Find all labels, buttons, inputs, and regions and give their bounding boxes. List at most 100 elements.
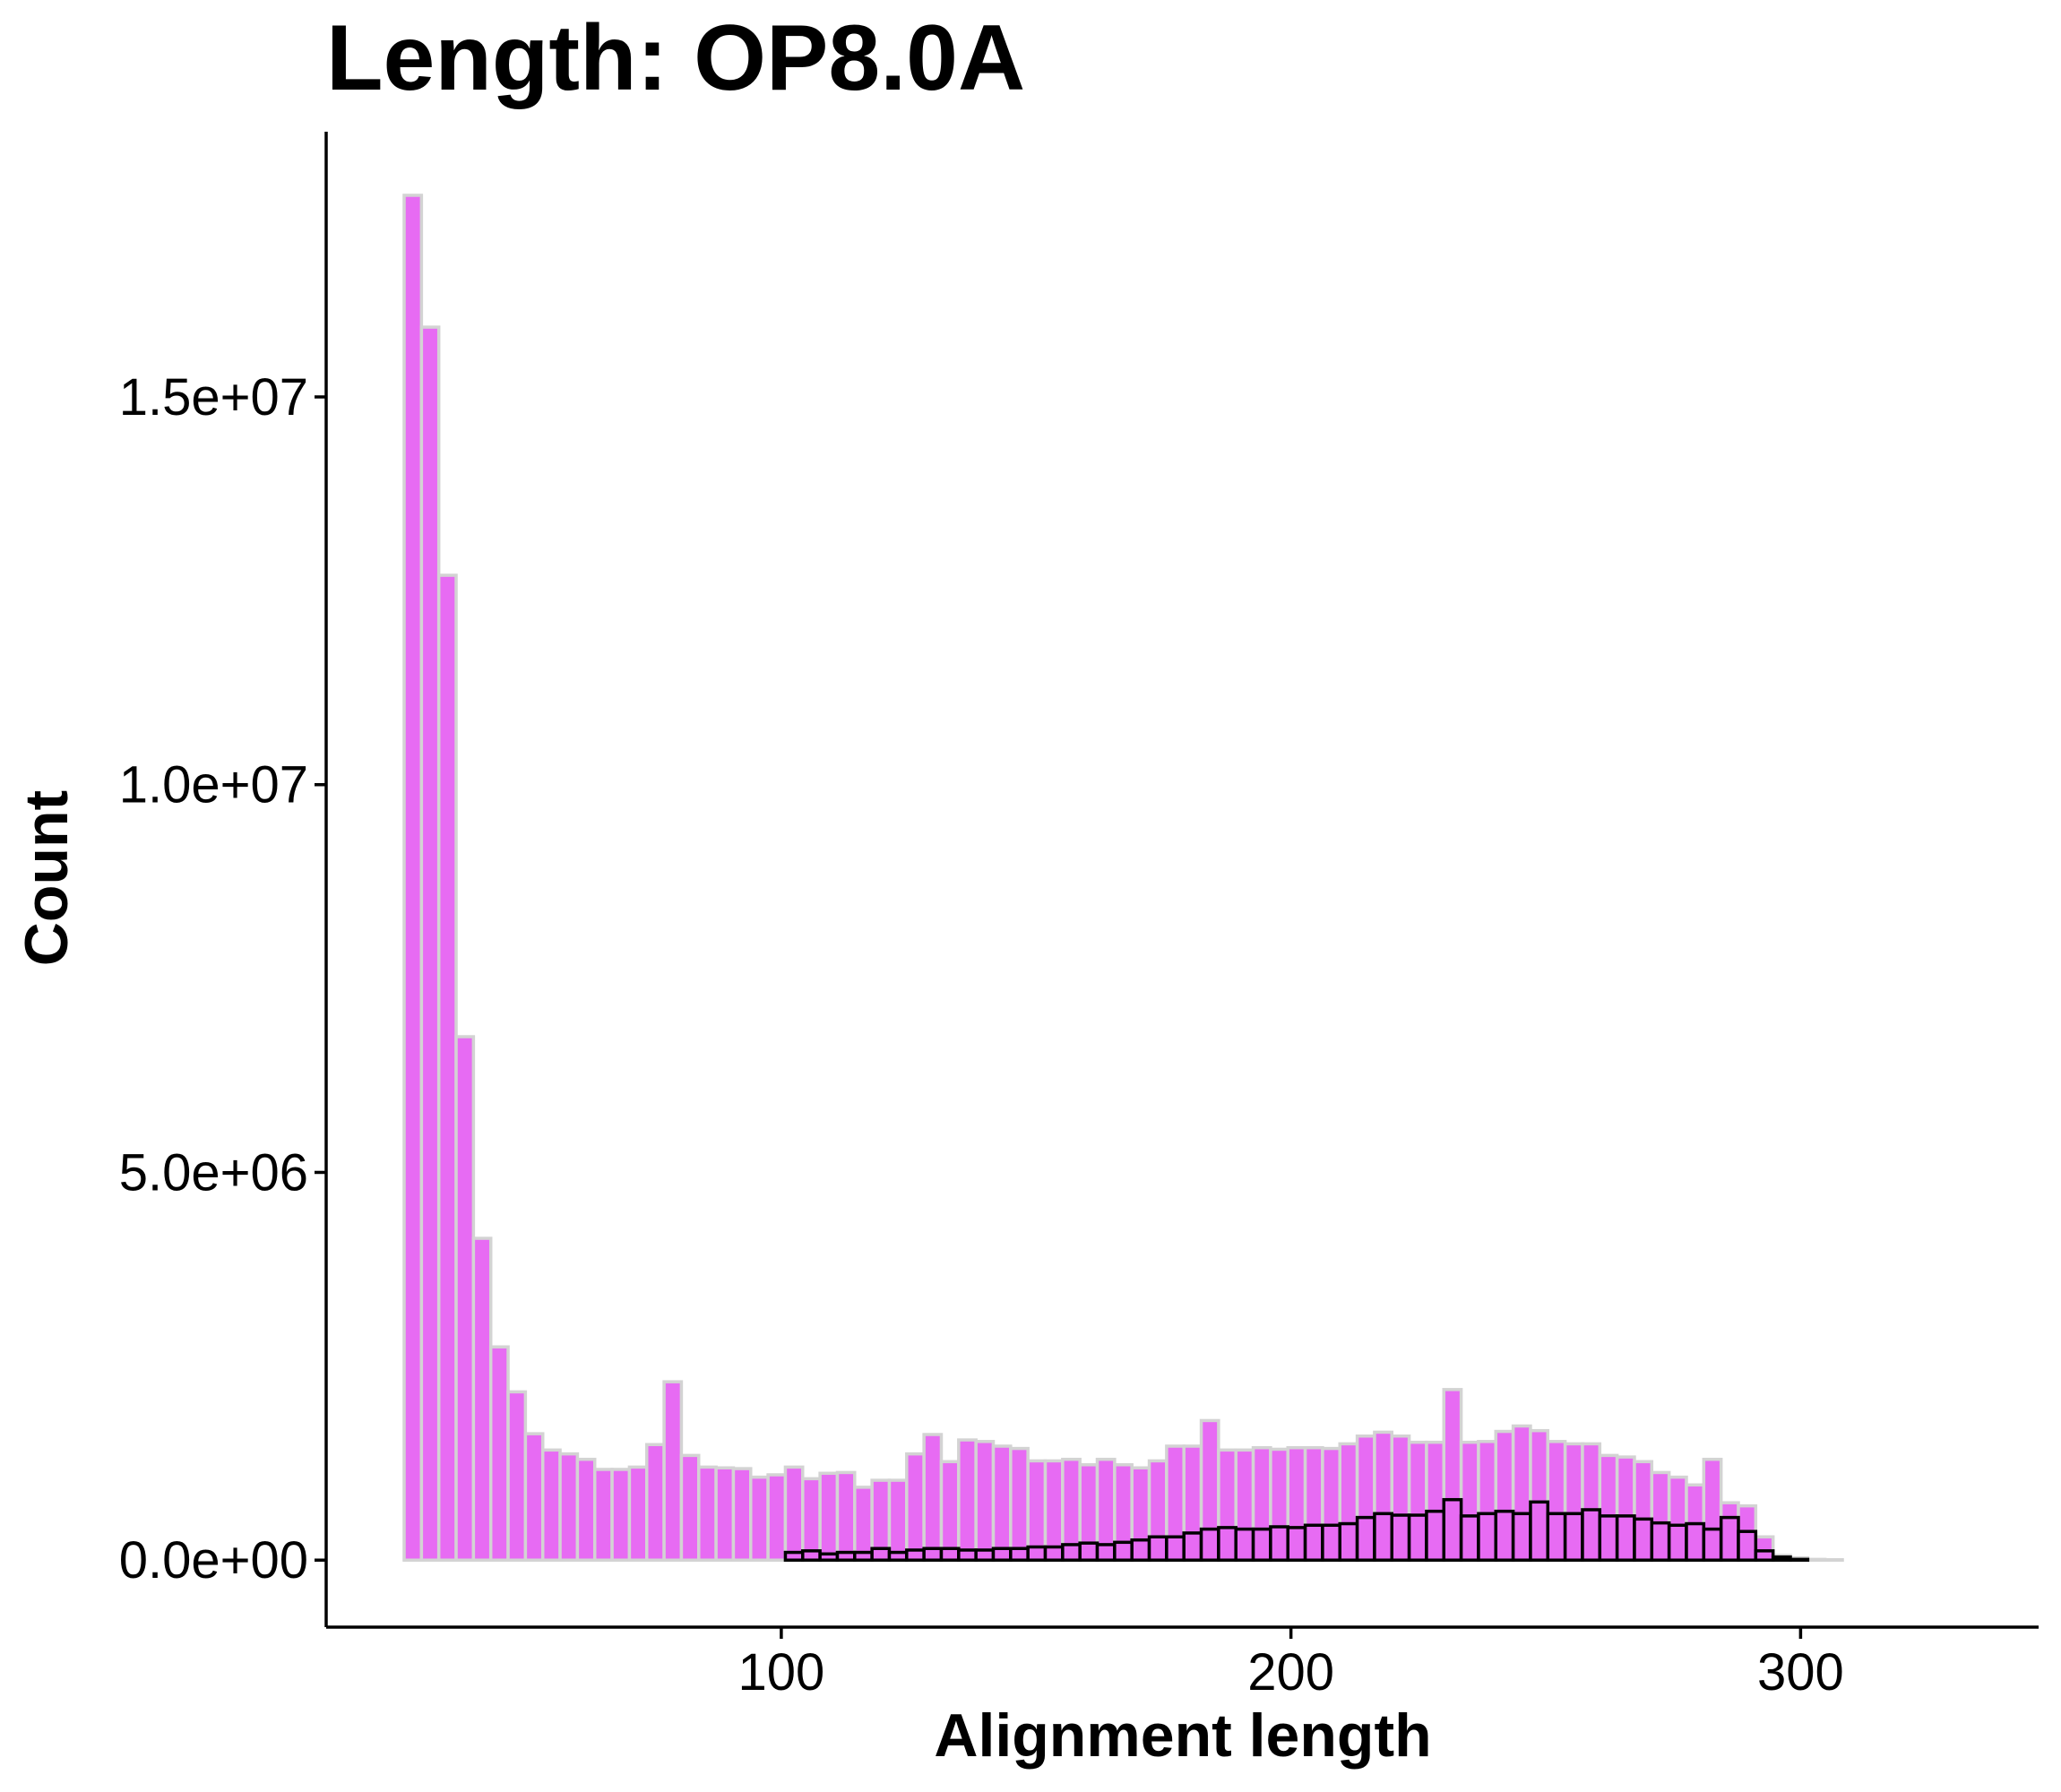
histogram-bar: [957, 1438, 978, 1562]
histogram-bar: [506, 1390, 528, 1562]
histogram-bar: [1546, 1512, 1567, 1562]
histogram-bar: [1043, 1545, 1065, 1562]
histogram-bar: [1477, 1512, 1498, 1562]
histogram-bar: [1355, 1515, 1376, 1562]
histogram-bar: [558, 1452, 580, 1562]
histogram-bar: [1217, 1526, 1237, 1562]
histogram-bar: [853, 1550, 874, 1562]
histogram-bar: [1026, 1545, 1048, 1562]
histogram-bar: [1459, 1514, 1480, 1562]
histogram-bar: [419, 325, 441, 1562]
histogram-bar: [818, 1471, 840, 1562]
histogram-bar: [835, 1550, 857, 1562]
histogram-bar: [1251, 1527, 1272, 1562]
histogram-bar: [1581, 1508, 1602, 1562]
histogram-bar: [1043, 1459, 1065, 1562]
histogram-bar: [1771, 1555, 1792, 1562]
histogram-bar: [1182, 1531, 1203, 1562]
histogram-bar: [1303, 1523, 1324, 1562]
histogram-bar: [1321, 1523, 1341, 1562]
histogram-bar: [1529, 1500, 1550, 1562]
y-tick-label: 1.0e+07: [119, 756, 308, 814]
histogram-bar: [627, 1465, 649, 1562]
histogram-bar: [766, 1473, 788, 1562]
histogram-bar: [801, 1477, 822, 1562]
histogram-bar: [939, 1460, 961, 1562]
histogram-bar: [1633, 1517, 1654, 1562]
histogram-bar: [1147, 1535, 1168, 1562]
histogram-bar: [1199, 1527, 1220, 1562]
histogram-bar: [592, 1468, 614, 1562]
y-tick-label: 0.0e+00: [119, 1531, 308, 1590]
histogram-bar: [454, 1035, 476, 1562]
histogram-bar: [905, 1548, 926, 1562]
histogram-bar: [1737, 1529, 1758, 1562]
histogram-bar: [1113, 1540, 1134, 1562]
histogram-bar: [1338, 1521, 1359, 1562]
histogram-bar: [731, 1467, 753, 1562]
x-tick-label: 300: [1757, 1643, 1844, 1702]
histogram-bar: [1390, 1513, 1411, 1562]
histogram-bar: [610, 1468, 632, 1562]
histogram-bar: [818, 1552, 840, 1562]
histogram-bar: [853, 1486, 874, 1562]
histogram-bar: [783, 1550, 805, 1562]
histogram-bar: [1667, 1523, 1688, 1562]
histogram-bar: [697, 1465, 718, 1562]
y-tick-label: 5.0e+06: [119, 1143, 308, 1202]
histogram-bar: [488, 1345, 510, 1562]
histogram-bar: [1754, 1549, 1775, 1562]
histogram-bar: [1685, 1521, 1706, 1562]
histogram-bar: [402, 194, 424, 1562]
histogram-bar: [1511, 1512, 1532, 1562]
histogram-bar: [749, 1475, 770, 1562]
histogram-bar: [1615, 1514, 1636, 1562]
histogram-bar: [575, 1457, 597, 1562]
histogram-bar: [1026, 1459, 1048, 1562]
histogram-bar: [1095, 1543, 1117, 1562]
histogram-bar: [991, 1444, 1013, 1562]
x-tick-label: 100: [738, 1643, 825, 1702]
histogram-bar: [922, 1433, 944, 1562]
histogram-bar: [783, 1465, 805, 1562]
histogram-bar: [1165, 1535, 1186, 1562]
histogram-bar: [974, 1548, 996, 1562]
histogram-bar: [991, 1546, 1013, 1562]
histogram-bar: [540, 1448, 562, 1562]
histogram-bar: [644, 1443, 666, 1562]
histogram-bar: [1494, 1509, 1515, 1562]
histogram-bar: [1286, 1526, 1307, 1562]
histogram-bar: [905, 1452, 926, 1562]
histogram-bar: [887, 1478, 909, 1562]
histogram-bar: [1789, 1557, 1810, 1562]
histogram-bar: [974, 1440, 996, 1562]
y-tick-label: 1.5e+07: [119, 368, 308, 426]
histogram-bar: [870, 1546, 892, 1562]
x-tick-label: 200: [1247, 1643, 1334, 1702]
histogram-bar: [1650, 1521, 1671, 1562]
histogram-bar: [1130, 1538, 1151, 1562]
histogram-bar: [1425, 1509, 1446, 1562]
histogram-bar: [957, 1548, 978, 1562]
y-axis-title: Count: [13, 790, 81, 966]
histogram-bar: [1009, 1546, 1030, 1562]
histogram-bar: [1563, 1512, 1584, 1562]
histogram-bar: [1806, 1557, 1827, 1562]
histogram-bar: [714, 1466, 736, 1562]
histogram-bar: [922, 1546, 944, 1562]
histogram-bar: [835, 1470, 857, 1562]
histogram-bar: [939, 1546, 961, 1562]
x-axis-title: Alignment length: [934, 1702, 1431, 1770]
histogram-bar: [1719, 1515, 1740, 1562]
histogram-bar: [1702, 1527, 1723, 1562]
histogram-bar: [1407, 1513, 1428, 1562]
histogram-bar: [436, 573, 458, 1562]
chart-title: Length: OP8.0A: [326, 6, 1025, 110]
histogram-bar: [1061, 1543, 1082, 1562]
histogram-bar: [887, 1550, 909, 1562]
histogram-bar: [523, 1432, 545, 1562]
histogram-bar: [1269, 1525, 1289, 1562]
histogram-bar: [1009, 1446, 1030, 1562]
